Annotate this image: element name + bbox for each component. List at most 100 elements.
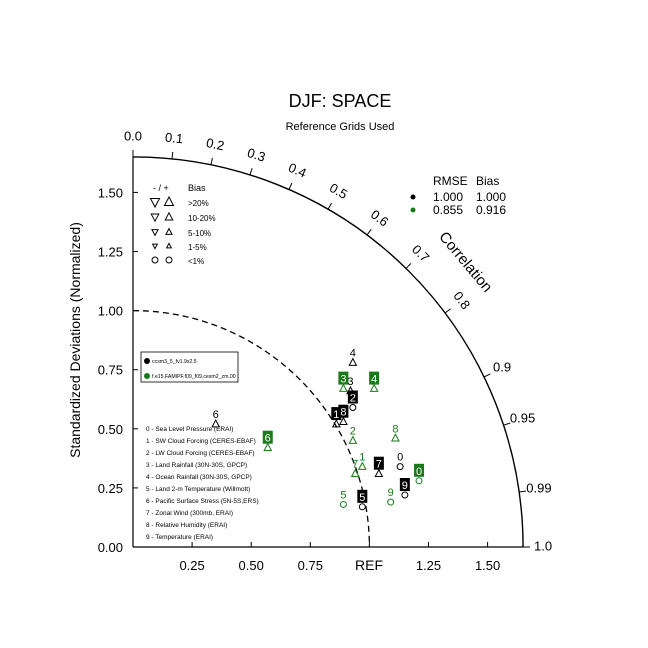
bias-symbol-plus — [165, 227, 173, 235]
point-label: 0 — [416, 466, 422, 478]
corr-tick-label: 0.4 — [286, 160, 309, 181]
point-marker — [358, 503, 366, 511]
point-marker — [390, 433, 400, 442]
point-label: 6 — [265, 433, 271, 445]
variable-item-5: 5 - Land 2-m Temperature (Willmott) — [146, 486, 250, 493]
corr-tick-mark — [366, 229, 372, 236]
bias-legend-bias-header: Bias — [188, 183, 206, 193]
y-tick-label: 1.00 — [98, 304, 123, 319]
corr-tick-label: 0.3 — [245, 145, 267, 165]
point-label: 0 — [397, 452, 403, 464]
bias-legend-row-2: 5-10% — [188, 229, 211, 238]
corr-tick-mark — [327, 202, 332, 210]
y-tick-label: 1.50 — [98, 185, 123, 200]
stats-header-rmse: RMSE — [433, 174, 468, 188]
stats-header-bias: Bias — [476, 174, 499, 188]
point-label: 2 — [350, 426, 356, 438]
point-label-box — [347, 390, 358, 404]
point-marker — [338, 383, 348, 392]
corr-tick-mark — [210, 157, 213, 165]
corr-tick-mark — [483, 373, 491, 378]
variable-item-2: 2 - LW Cloud Forcing (CERES-EBAF) — [146, 450, 255, 457]
corr-tick-mark — [503, 422, 511, 426]
corr-tick-mark — [405, 263, 412, 269]
point-label: 3 — [347, 376, 353, 388]
variable-item-3: 3 - Land Rainfall (30N-30S, GPCP) — [146, 462, 247, 469]
point-label-box — [357, 489, 368, 503]
corr-tick-mark — [288, 182, 293, 190]
point-marker — [338, 416, 348, 426]
x-tick-label: 0.25 — [179, 558, 204, 573]
variable-item-9: 9 - Temperature (ERAI) — [146, 534, 213, 541]
bias-legend-sign-header: - / + — [153, 183, 169, 193]
point-marker — [369, 383, 379, 392]
point-label-box — [373, 456, 384, 470]
stats-row-1-bias: 0.916 — [476, 203, 506, 217]
y-axis-title: Standardized Deviations (Normalized) — [67, 222, 83, 458]
bias-legend-symbols — [149, 195, 175, 264]
bias-symbol-minus — [151, 256, 159, 264]
series-legend: ccsm3_5_fv1.9x2.5 f.e15.FAMIPF.f09_f09.c… — [140, 351, 239, 383]
series-legend-label-0: ccsm3_5_fv1.9x2.5 — [152, 359, 197, 365]
point-marker — [331, 419, 341, 428]
corr-tick-label: 0.1 — [164, 130, 183, 147]
bias-symbol-minus — [149, 198, 161, 209]
point-marker — [263, 442, 273, 452]
bias-symbol-minus — [151, 243, 159, 250]
corr-tick-label: 0.6 — [368, 207, 391, 230]
point-label-box — [338, 404, 349, 418]
point-label: 1 — [359, 452, 365, 464]
corr-tick-label: 0.7 — [409, 242, 432, 265]
stats-row-1-marker — [410, 207, 416, 213]
corr-tick-label: 0.2 — [205, 135, 226, 153]
series-legend-box — [140, 351, 239, 383]
corr-tick-label: 0.5 — [327, 180, 350, 202]
y-tick-label: 0.50 — [98, 422, 123, 437]
point-marker — [346, 385, 355, 395]
point-label: 8 — [340, 407, 346, 419]
corr-tick-mark — [519, 490, 527, 493]
point-label: 5 — [340, 489, 346, 501]
point-marker — [387, 498, 395, 506]
chart-title: DJF: SPACE — [289, 91, 392, 111]
point-label: 4 — [350, 348, 356, 360]
point-label-box — [414, 463, 425, 477]
variable-list: 0 - Sea Level Pressure (ERAI) 1 - SW Clo… — [146, 426, 259, 541]
point-label: 8 — [392, 423, 398, 435]
x-tick-label: 0.75 — [298, 558, 323, 573]
corr-tick-mark — [249, 168, 253, 176]
point-label: 3 — [340, 374, 346, 386]
series-legend-marker-0 — [144, 358, 150, 364]
point-marker — [415, 477, 423, 485]
variable-item-1: 1 - SW Cloud Forcing (CERES-EBAF) — [146, 438, 256, 445]
point-marker — [374, 468, 384, 478]
x-tick-label: 1.25 — [416, 558, 441, 573]
bias-symbol-plus — [163, 195, 175, 206]
point-label-box — [399, 477, 410, 491]
bias-symbol-plus — [164, 211, 174, 221]
variable-item-0: 0 - Sea Level Pressure (ERAI) — [146, 426, 233, 433]
bias-symbol-minus — [150, 213, 160, 223]
corr-tick-label: 0.99 — [526, 481, 551, 496]
correlation-axis-title: Correlation — [435, 229, 495, 296]
axes — [132, 149, 531, 548]
point-marker — [357, 461, 367, 470]
point-label: 6 — [213, 409, 219, 421]
point-marker — [211, 419, 221, 428]
point-marker — [348, 357, 358, 366]
series-legend-label-1: f.e15.FAMIPF.f09_f09.cesm2_zm.00 — [152, 374, 236, 380]
point-label-box — [369, 371, 380, 385]
y-tick-label: 0.25 — [98, 481, 123, 496]
bias-symbol-plus — [165, 256, 173, 264]
series-legend-marker-1 — [144, 373, 150, 379]
point-marker — [348, 435, 358, 444]
corr-tick-label: 0.8 — [450, 289, 473, 312]
point-label: 2 — [350, 393, 356, 405]
x-tick-label: 1.50 — [475, 558, 500, 573]
stats-row-1-rmse: 0.855 — [433, 203, 463, 217]
point-marker — [401, 491, 409, 499]
point-label-box — [338, 371, 349, 385]
point-label: 7 — [352, 459, 358, 471]
